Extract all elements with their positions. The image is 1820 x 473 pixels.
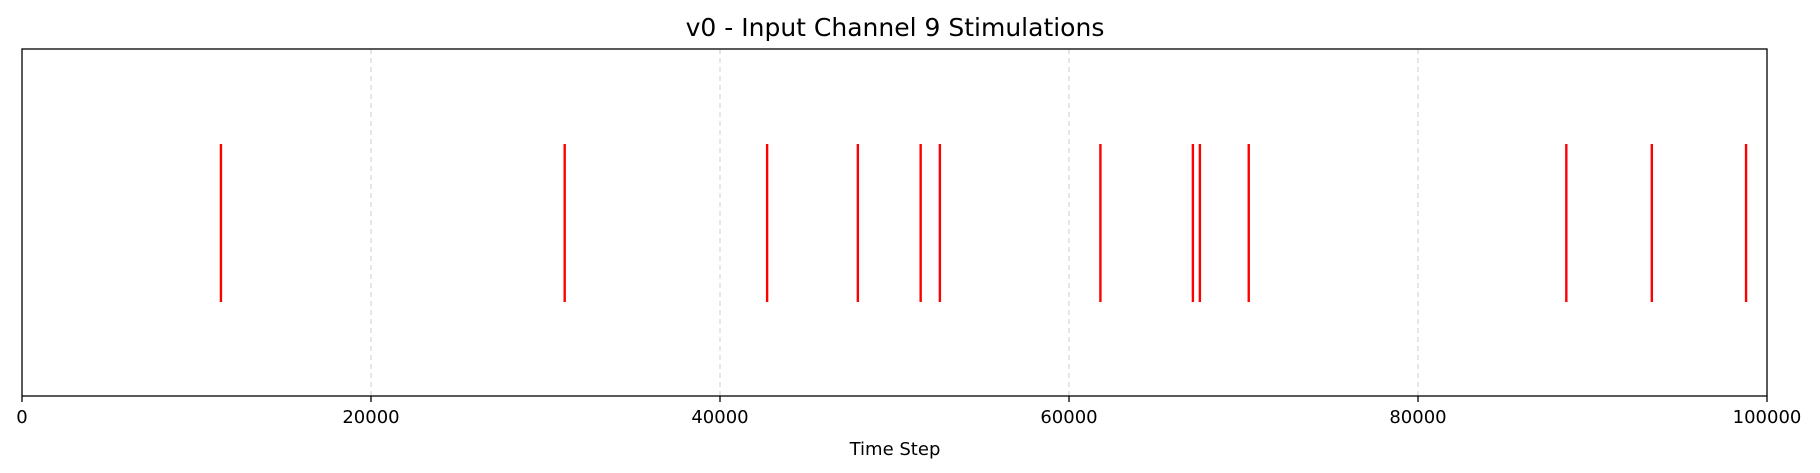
x-tick-label: 0 xyxy=(16,407,27,428)
x-tick-label: 40000 xyxy=(691,407,748,428)
x-axis: 0 20000 40000 60000 80000 100000 xyxy=(16,396,1801,428)
x-tick-label: 60000 xyxy=(1040,407,1097,428)
x-tick-label: 100000 xyxy=(1733,407,1802,428)
x-tick-label: 80000 xyxy=(1389,407,1446,428)
x-tick-label: 20000 xyxy=(342,407,399,428)
plot-frame xyxy=(21,48,1768,397)
chart-title: v0 - Input Channel 9 Stimulations xyxy=(686,13,1105,42)
grid-lines xyxy=(370,49,1419,396)
event-series xyxy=(219,144,1748,302)
x-axis-label: Time Step xyxy=(849,439,941,460)
